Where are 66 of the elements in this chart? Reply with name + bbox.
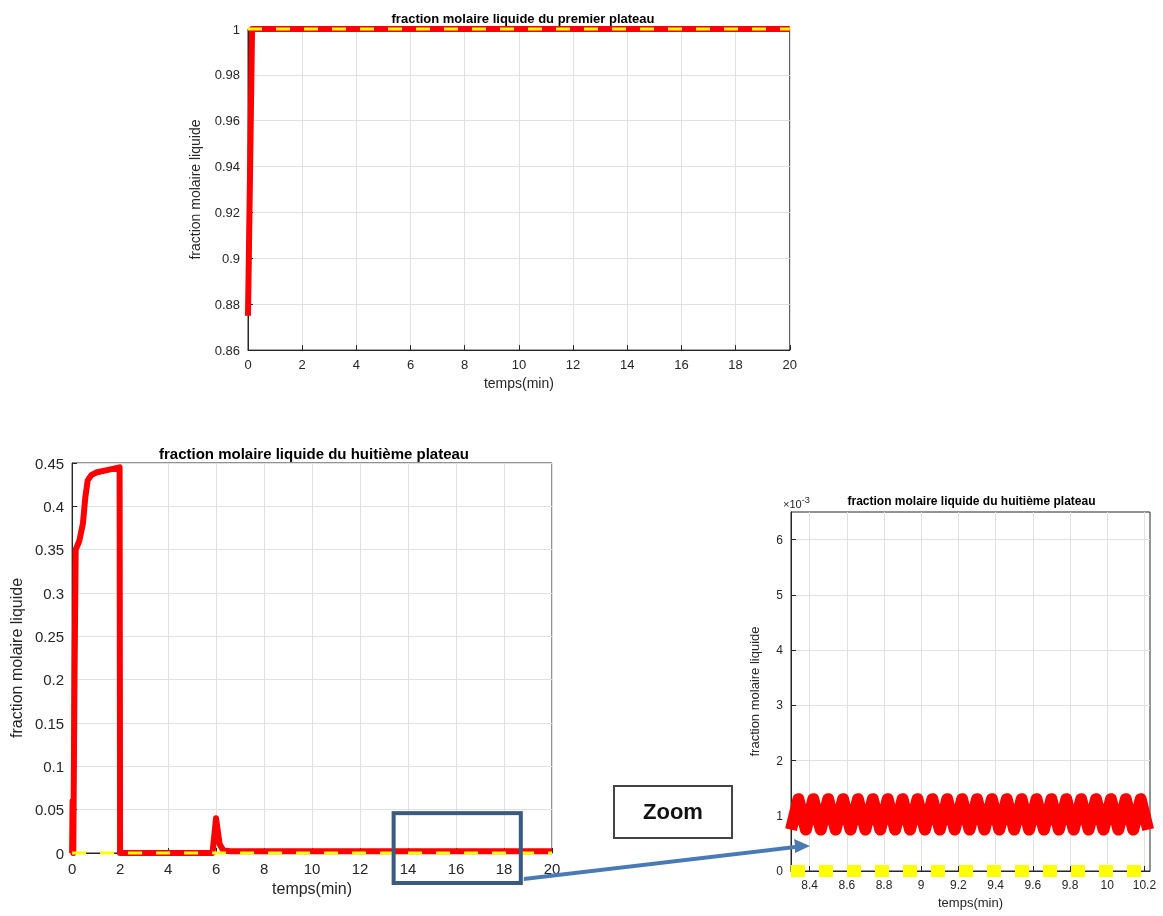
x-axis-title: temps(min) (937, 894, 1004, 910)
x-tick-label: 2 (298, 357, 306, 373)
y-tick-label: 1 (232, 21, 240, 37)
y-tick-label: 0.92 (214, 204, 240, 220)
y-axis-title: fraction molaire liquide (187, 119, 203, 260)
x-tick-label: 14 (620, 357, 635, 373)
y-tick-label: 0.98 (214, 67, 240, 83)
chart-title: fraction molaire liquide du huitième plateau (158, 445, 470, 462)
y-tick-label: 5 (776, 587, 784, 602)
x-axis-title: temps(min) (483, 375, 554, 391)
x-axis-title: temps(min) (272, 880, 353, 898)
x-tick-label: 18 (495, 860, 513, 877)
y-tick-label: 0.45 (34, 454, 65, 472)
y-tick-label: 4 (776, 643, 784, 658)
x-tick-label: 8.4 (801, 878, 819, 892)
x-tick-label: 10 (303, 860, 321, 877)
y-tick-label: 2 (776, 753, 784, 768)
x-tick-label: 18 (728, 357, 743, 373)
x-tick-label: 8.6 (838, 878, 856, 892)
y-tick-label: 0.88 (214, 296, 240, 312)
y-axis-title: fraction molaire liquide (747, 626, 762, 757)
y-tick-label: 0.86 (214, 342, 240, 358)
y-tick-label: 0.9 (221, 250, 240, 266)
y-tick-label: 0.2 (43, 671, 65, 689)
y-tick-label: 6 (776, 532, 784, 547)
x-tick-label: 20 (782, 357, 797, 373)
y-tick-label: 1 (776, 808, 784, 823)
x-tick-label: 9 (917, 878, 925, 892)
x-tick-label: 4 (352, 357, 360, 373)
x-tick-label: 8 (259, 860, 269, 877)
y-tick-label: 0.4 (43, 497, 65, 515)
x-tick-label: 10 (1100, 878, 1115, 892)
y-tick-label: 0.35 (34, 541, 65, 559)
x-tick-label: 4 (163, 860, 173, 877)
y-tick-label: 0.96 (214, 113, 240, 129)
x-tick-label: 8.8 (875, 878, 893, 892)
x-tick-label: 9.6 (1024, 878, 1042, 892)
x-tick-label: 0 (244, 357, 252, 373)
text-box: Zoom (613, 785, 733, 839)
y-tick-label: 3 (776, 698, 784, 713)
y-axis-title: fraction molaire liquide (7, 577, 25, 739)
x-tick-label: 2 (115, 860, 125, 877)
x-tick-label: 14 (399, 860, 417, 877)
x-tick-label: 9.4 (987, 878, 1005, 892)
y-tick-label: 0.25 (34, 627, 65, 645)
x-tick-label: 20 (543, 860, 561, 877)
chart-title: fraction molaire liquide du premier plateau (391, 11, 655, 26)
text: ×10$^{-3}$ (783, 495, 810, 510)
chart-title: fraction molaire liquide du huitième plateau (847, 494, 1096, 508)
y-tick-label: 0.3 (43, 584, 65, 602)
x-tick-label: 9.2 (950, 878, 968, 892)
y-tick-label: 0.1 (43, 757, 65, 775)
x-tick-label: 16 (447, 860, 465, 877)
x-tick-label: 0 (67, 860, 77, 877)
x-tick-label: 10 (511, 357, 527, 373)
x-tick-label: 9.8 (1061, 878, 1079, 892)
y-tick-label: 0.15 (34, 714, 65, 732)
y-tick-label: 0 (55, 844, 65, 862)
y-tick-label: 0.05 (34, 801, 65, 819)
x-tick-label: 8 (461, 357, 469, 373)
x-tick-label: 12 (565, 357, 581, 373)
x-tick-label: 6 (406, 357, 415, 373)
x-tick-label: 10.2 (1132, 878, 1157, 892)
y-tick-label: 0.94 (214, 159, 240, 175)
x-tick-label: 16 (674, 357, 689, 373)
x-tick-label: 12 (351, 860, 369, 877)
